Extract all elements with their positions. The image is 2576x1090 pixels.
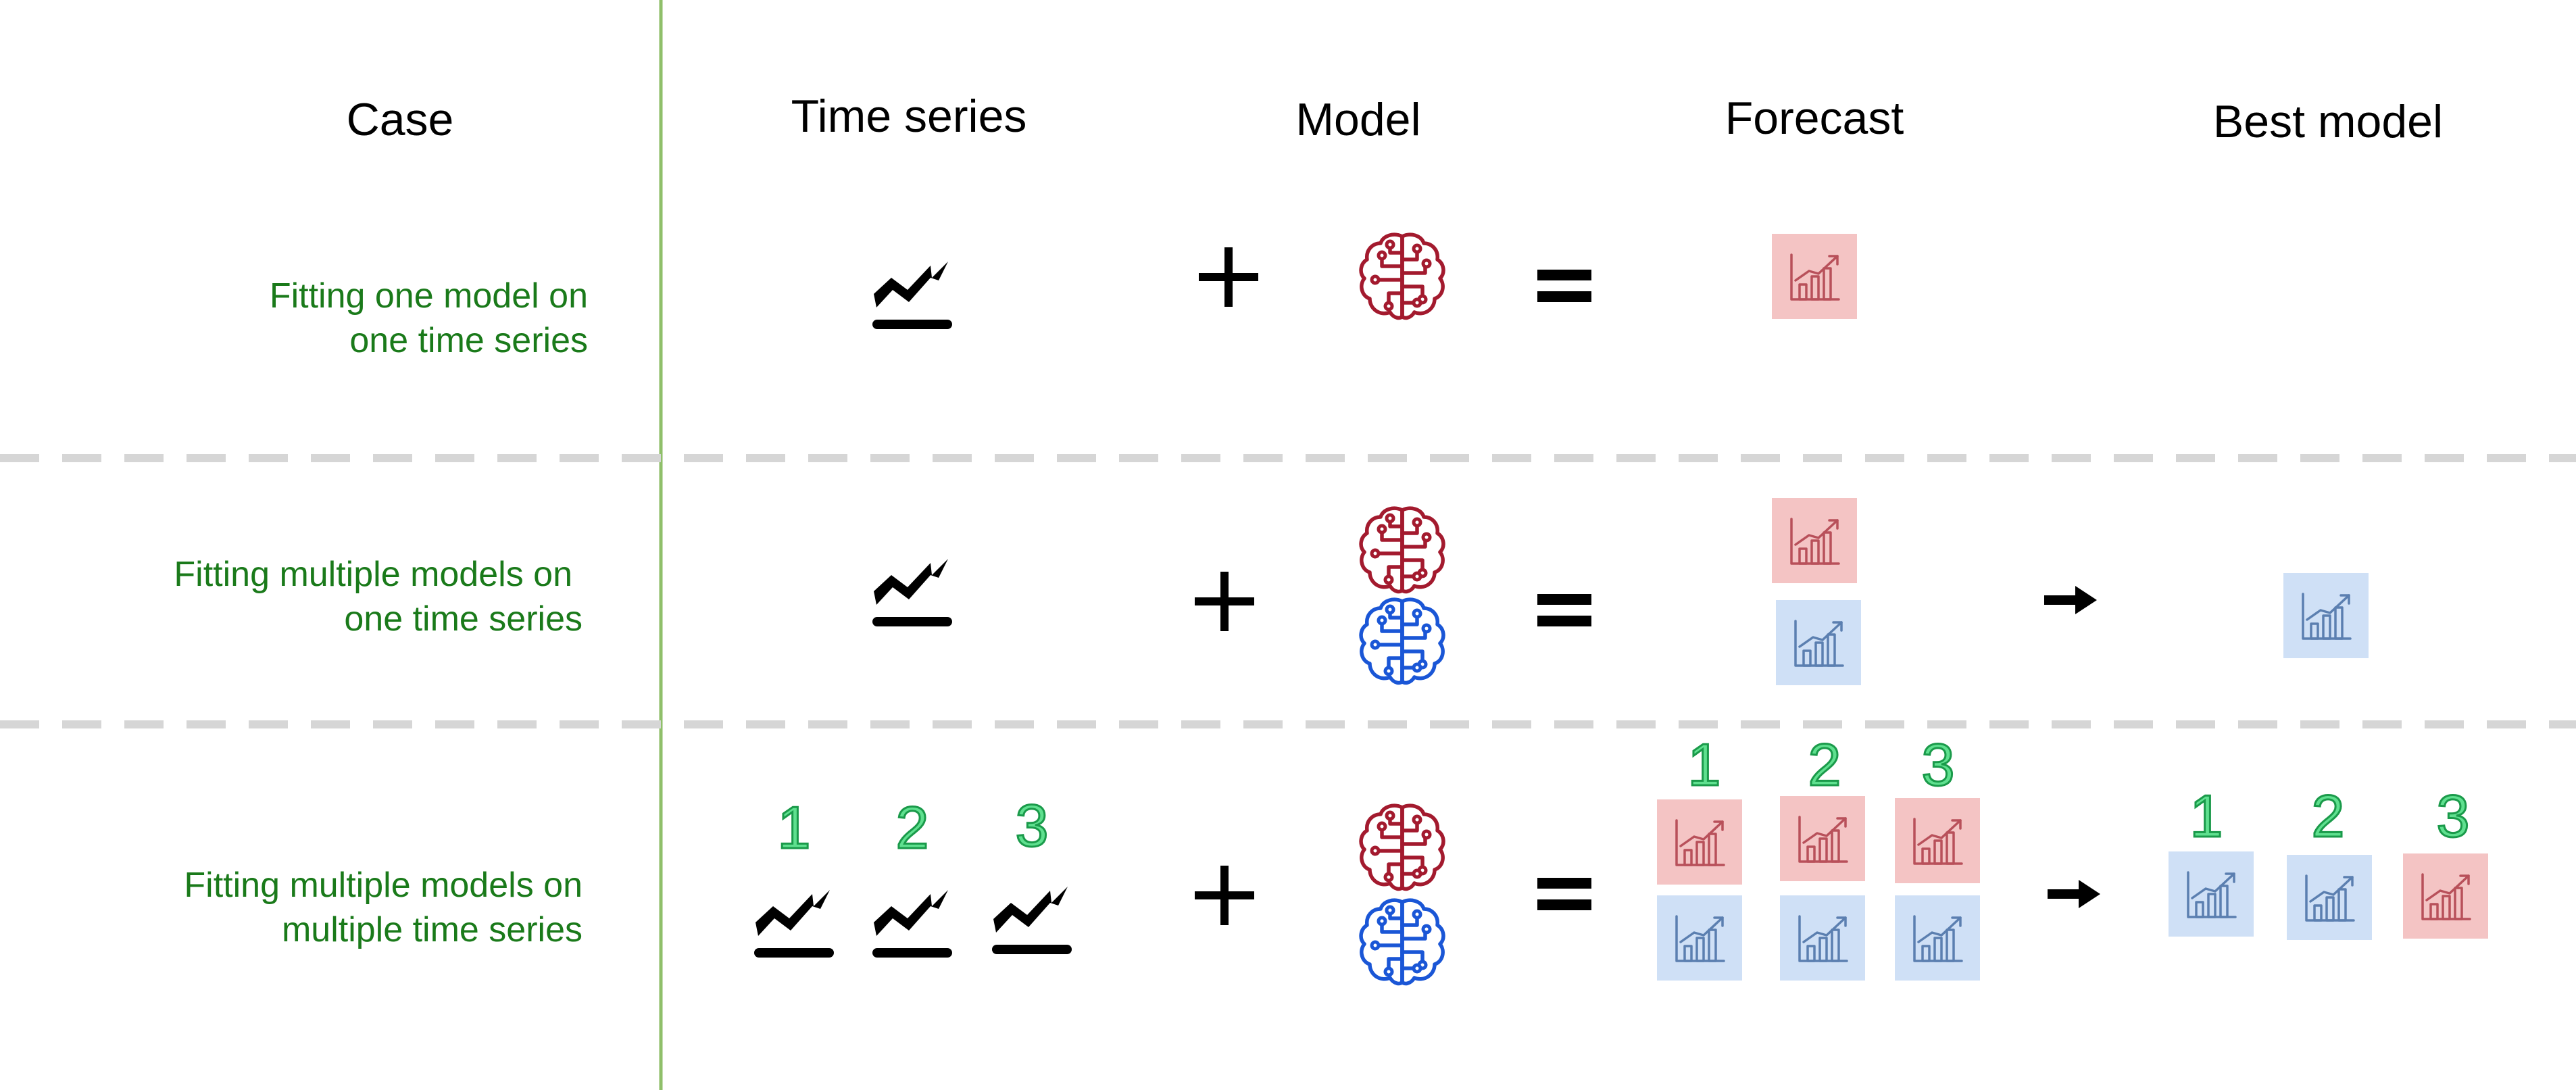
bar-chart-growth-icon [1776, 600, 1861, 685]
plus-icon [1195, 572, 1254, 631]
header-case: Case [347, 94, 454, 145]
bar-chart-growth-icon [2403, 853, 2488, 939]
bar-chart-growth-icon [1895, 798, 1980, 883]
equals-icon [1537, 594, 1591, 626]
header-best-model: Best model [2213, 96, 2443, 147]
bar-chart-growth-icon [1780, 895, 1865, 981]
best-number-1: 1 [2190, 783, 2223, 849]
forecast-number-2: 2 [1808, 731, 1841, 798]
arrow-right-icon [2044, 586, 2097, 614]
forecast-number-3: 3 [1922, 731, 1955, 798]
plus-icon [1195, 866, 1254, 925]
case-row1-line1: Fitting one model on [270, 276, 588, 316]
brain-circuit-icon [1361, 900, 1443, 983]
series-number-1: 1 [778, 794, 811, 861]
equals-icon [1537, 878, 1591, 910]
case-row3-line1: Fitting multiple models on [184, 866, 583, 905]
bar-chart-growth-icon [1895, 895, 1980, 981]
forecast-number-1: 1 [1688, 731, 1721, 798]
case-row2-line2: one time series [344, 599, 583, 639]
trend-line-icon [872, 559, 952, 626]
trend-line-icon [872, 262, 952, 329]
bar-chart-growth-icon [1772, 498, 1857, 583]
bar-chart-growth-icon [1780, 796, 1865, 881]
brain-circuit-icon [1361, 599, 1443, 683]
bar-chart-growth-icon [2169, 851, 2254, 937]
trend-line-icon [872, 890, 952, 958]
series-number-3: 3 [1016, 792, 1049, 859]
plus-icon [1199, 247, 1258, 307]
bar-chart-growth-icon [1657, 799, 1742, 885]
trend-line-icon [754, 890, 834, 958]
brain-circuit-icon [1361, 508, 1443, 591]
bar-chart-growth-icon [2287, 855, 2372, 940]
header-time-series: Time series [791, 91, 1027, 142]
trend-line-icon [992, 887, 1072, 954]
equals-icon [1537, 270, 1591, 302]
arrow-right-icon [2048, 880, 2100, 908]
best-number-2: 2 [2312, 783, 2345, 849]
series-number-2: 2 [896, 794, 929, 861]
case-row1-line2: one time series [349, 321, 588, 360]
header-forecast: Forecast [1725, 93, 1904, 144]
case-row3-line2: multiple time series [282, 910, 583, 949]
brain-circuit-icon [1361, 806, 1443, 889]
brain-circuit-icon [1361, 234, 1443, 318]
best-number-3: 3 [2437, 783, 2470, 849]
bar-chart-growth-icon [1657, 895, 1742, 981]
bar-chart-growth-icon [2283, 573, 2369, 658]
case-row2-line1: Fitting multiple models on [174, 555, 572, 594]
bar-chart-growth-icon [1772, 234, 1857, 319]
header-model: Model [1295, 94, 1420, 145]
